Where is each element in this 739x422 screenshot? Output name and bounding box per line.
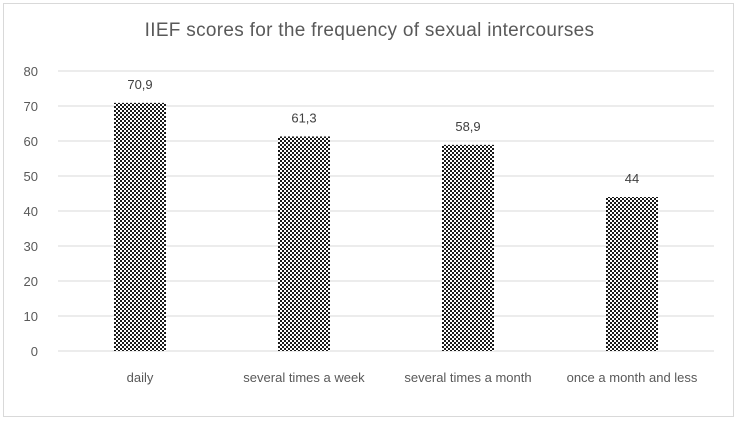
x-axis-categories: daily several times a week several times a… <box>127 370 698 385</box>
y-tick-label: 80 <box>24 64 38 79</box>
bar <box>606 197 658 351</box>
bars <box>114 102 658 351</box>
bar <box>278 136 330 351</box>
y-tick-label: 20 <box>24 274 38 289</box>
y-axis-ticks: 0 10 20 30 40 50 60 70 80 <box>24 64 38 359</box>
data-label: 61,3 <box>291 110 316 125</box>
y-tick-label: 60 <box>24 134 38 149</box>
data-labels: 70,9 61,3 58,9 44 <box>127 77 639 186</box>
y-tick-label: 50 <box>24 169 38 184</box>
y-tick-label: 30 <box>24 239 38 254</box>
bar <box>114 102 166 351</box>
x-category-label: daily <box>127 370 154 385</box>
data-label: 58,9 <box>455 119 480 134</box>
y-tick-label: 10 <box>24 309 38 324</box>
bar <box>442 144 494 351</box>
y-tick-label: 0 <box>31 344 38 359</box>
chart-title: IIEF scores for the frequency of sexual … <box>144 20 595 41</box>
gridlines <box>58 70 714 352</box>
x-category-label: several times a month <box>404 370 531 385</box>
y-tick-label: 70 <box>24 99 38 114</box>
data-label: 44 <box>625 171 639 186</box>
data-label: 70,9 <box>127 77 152 92</box>
x-category-label: several times a week <box>243 370 365 385</box>
y-tick-label: 40 <box>24 204 38 219</box>
x-category-label: once a month and less <box>567 370 698 385</box>
